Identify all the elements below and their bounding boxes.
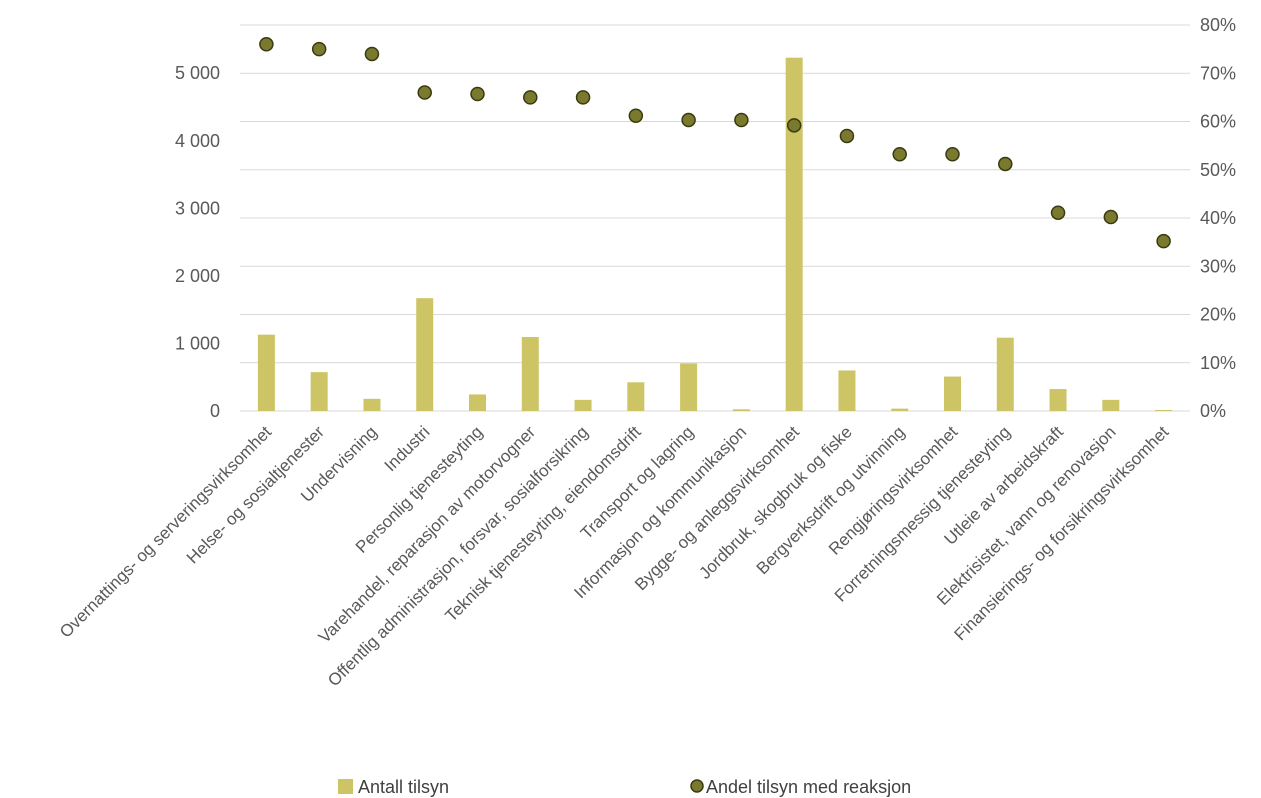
bar: [1102, 399, 1120, 411]
y-left-tick-label: 1 000: [175, 333, 220, 353]
bar: [416, 298, 434, 411]
scatter-point: [628, 108, 644, 123]
right-axis: 0% 10% 20% 30% 40% 50% 60% 70% 80%: [1200, 15, 1236, 421]
y-right-tick-label: 50%: [1200, 160, 1236, 180]
bar: [996, 337, 1014, 411]
scatter-point: [470, 86, 485, 102]
y-right-tick-label: 60%: [1200, 112, 1236, 132]
y-left-tick-label: 0: [210, 401, 220, 421]
scatter-series: [259, 37, 1171, 249]
bar: [944, 376, 961, 411]
y-right-tick-label: 10%: [1200, 353, 1236, 373]
scatter-point: [1050, 205, 1066, 220]
y-right-tick-label: 40%: [1200, 208, 1236, 228]
bar: [1049, 389, 1067, 411]
bar: [785, 57, 803, 412]
gridlines: [240, 24, 1190, 412]
y-left-tick-label: 4 000: [175, 131, 220, 151]
bar: [891, 408, 909, 411]
scatter-point: [259, 37, 274, 52]
y-right-tick-label: 70%: [1200, 63, 1236, 83]
scatter-point: [1156, 233, 1171, 249]
scatter-point: [734, 112, 749, 128]
bar-series: [257, 57, 1173, 412]
bar: [680, 363, 698, 411]
scatter-point: [364, 46, 380, 62]
bar: [469, 394, 486, 411]
bar: [521, 337, 539, 411]
left-axis: 0 1 000 2 000 3 000 4 000 5 000: [175, 63, 220, 421]
x-category-label: Industri: [381, 422, 434, 475]
legend-bar-label: Antall tilsyn: [358, 777, 449, 797]
x-axis: Overnattings- og serveringsvirksomhetHel…: [56, 422, 1173, 690]
bar: [1155, 409, 1173, 411]
scatter-point: [681, 112, 696, 128]
y-left-tick-label: 5 000: [175, 63, 220, 83]
y-left-tick-label: 3 000: [175, 198, 220, 218]
bar: [257, 334, 275, 411]
legend-dot-swatch: [690, 779, 704, 793]
x-category-label: Overnattings- og serveringsvirksomhet: [56, 422, 275, 641]
x-category-label: Teknisk tjenesteyting, eiendomsdrift: [441, 422, 644, 625]
bar: [363, 398, 381, 411]
y-left-tick-label: 2 000: [175, 266, 220, 286]
bar: [310, 372, 328, 411]
bar: [838, 370, 856, 411]
scatter-point: [1103, 209, 1119, 225]
bar: [732, 409, 750, 411]
legend-bar-swatch: [338, 779, 353, 794]
scatter-point: [998, 156, 1013, 172]
scatter-point: [417, 85, 432, 100]
scatter-point: [786, 118, 802, 133]
legend-dot-label: Andel tilsyn med reaksjon: [706, 777, 911, 797]
y-right-tick-label: 30%: [1200, 256, 1236, 276]
scatter-point: [839, 128, 855, 144]
y-right-tick-label: 0%: [1200, 401, 1226, 421]
scatter-point: [311, 41, 327, 57]
scatter-point: [945, 147, 960, 162]
bar: [574, 399, 592, 411]
scatter-point: [523, 90, 538, 105]
y-right-tick-label: 20%: [1200, 305, 1236, 325]
scatter-point: [575, 90, 591, 105]
bar: [627, 382, 645, 411]
y-right-tick-label: 80%: [1200, 15, 1236, 35]
legend: Antall tilsyn Andel tilsyn med reaksjon: [338, 777, 911, 797]
scatter-point: [892, 147, 907, 162]
